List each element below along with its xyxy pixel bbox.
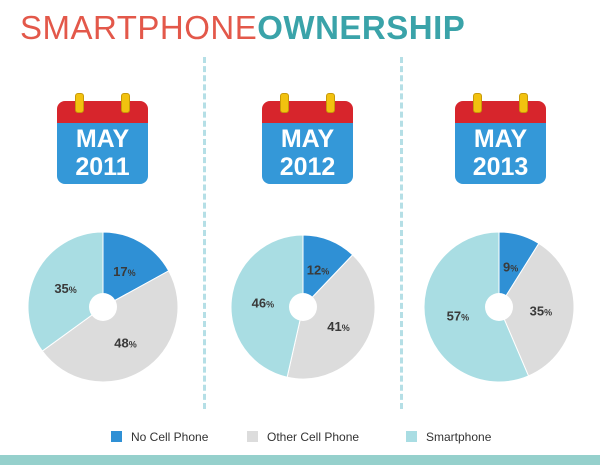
pie-center-hole: [485, 293, 513, 321]
pie-label: 35%: [530, 303, 552, 318]
pie-chart-2: 12% 41% 46%: [230, 234, 376, 380]
legend: No Cell Phone Other Cell Phone Smartphon…: [0, 429, 600, 445]
calendar-month: MAY: [75, 125, 130, 153]
calendar-ring-right: [519, 93, 528, 113]
title-bold: OWNERSHIP: [257, 9, 466, 46]
legend-item-smartphone: Smartphone: [406, 429, 491, 445]
legend-swatch-smartphone: [406, 431, 417, 442]
pie-label: 46%: [252, 296, 274, 311]
legend-swatch-other-cell-phone: [247, 431, 258, 442]
pie-center-hole: [289, 293, 317, 321]
calendar-ring-right: [121, 93, 130, 113]
pie-slice-other-cell-phone: [286, 254, 376, 380]
page-title: SMARTPHONEOWNERSHIP: [20, 8, 465, 48]
pie-label: 41%: [327, 319, 349, 334]
calendar-body: MAY 2013: [455, 123, 546, 184]
pie-chart-1: 17% 48% 35%: [27, 231, 179, 383]
divider-right: [400, 57, 403, 409]
calendar-body: MAY 2011: [57, 123, 148, 184]
calendar-ring-left: [280, 93, 289, 113]
legend-swatch-no-cell-phone: [111, 431, 122, 442]
pie-label: 17%: [113, 264, 135, 279]
pie-slice-smartphone: [423, 231, 530, 383]
calendar-month: MAY: [473, 125, 528, 153]
calendar-ring-left: [75, 93, 84, 113]
calendar-ring-left: [473, 93, 482, 113]
legend-item-other-cell-phone: Other Cell Phone: [247, 429, 359, 445]
pie-slice-no-cell-phone: [102, 231, 170, 308]
calendar-icon-2013: MAY 2013: [455, 93, 546, 184]
pie-slice-smartphone: [230, 234, 304, 378]
title-light: SMARTPHONE: [20, 9, 258, 46]
pie-chart-3: 9% 35% 57%: [423, 231, 575, 383]
pie-label: 57%: [447, 308, 469, 323]
divider-left: [203, 57, 206, 409]
pie-slice-other-cell-phone: [498, 242, 575, 377]
calendar-icon-2012: MAY 2012: [262, 93, 353, 184]
pie-slice-other-cell-phone: [41, 270, 179, 383]
pie-label: 12%: [307, 263, 329, 278]
legend-label: Smartphone: [426, 430, 492, 444]
calendar-icon-2011: MAY 2011: [57, 93, 148, 184]
pie-label: 48%: [114, 335, 136, 350]
calendar-ring-right: [326, 93, 335, 113]
calendar-month: MAY: [280, 125, 335, 153]
calendar-year: 2013: [472, 153, 529, 181]
pie-label: 35%: [54, 281, 76, 296]
calendar-year: 2011: [75, 153, 130, 181]
pie-slice-smartphone: [27, 231, 104, 352]
legend-item-no-cell-phone: No Cell Phone: [111, 429, 208, 445]
pie-label: 9%: [503, 260, 518, 275]
calendar-body: MAY 2012: [262, 123, 353, 184]
calendar-year: 2012: [279, 153, 336, 181]
bottom-bar: [0, 455, 600, 465]
legend-label: No Cell Phone: [131, 430, 209, 444]
pie-center-hole: [89, 293, 117, 321]
legend-label: Other Cell Phone: [267, 430, 360, 444]
